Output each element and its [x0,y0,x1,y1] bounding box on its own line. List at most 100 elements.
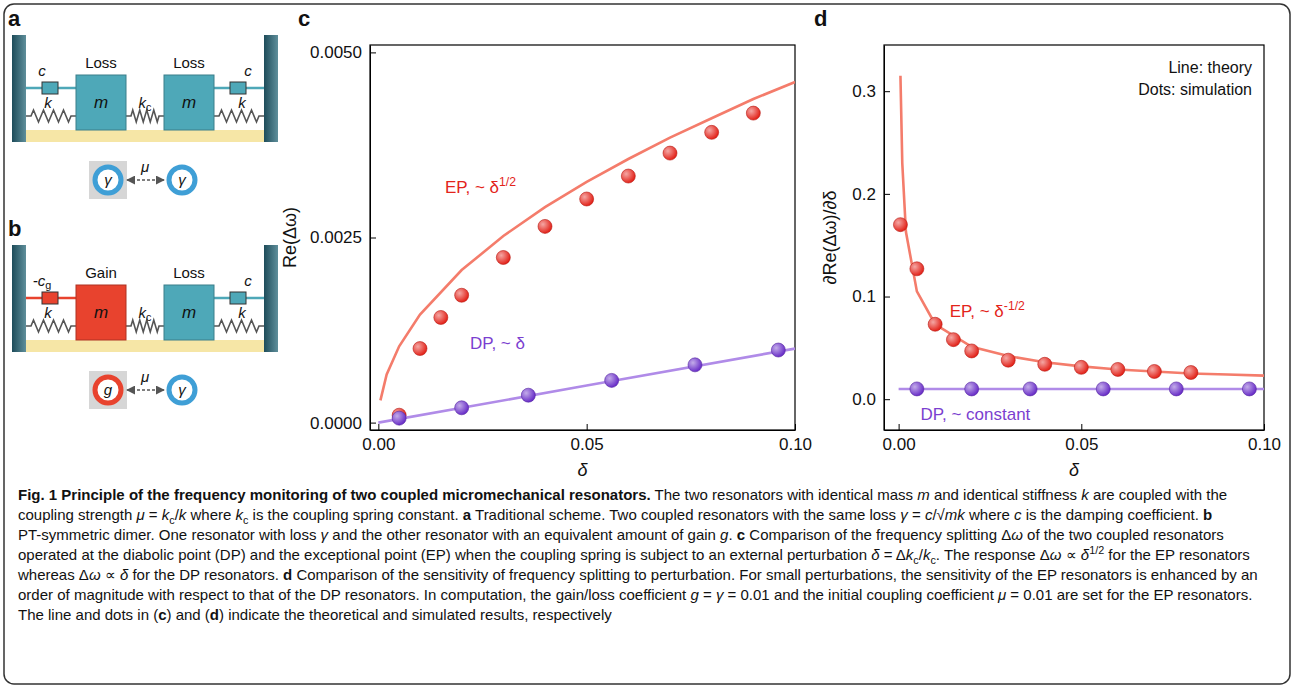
caption-text: to [630,566,647,583]
caption-text: computation, [436,586,526,603]
simulation-dot [705,125,719,139]
caption-line: order of magnitude with respect to that … [18,586,1252,603]
caption-text: 1/2 [1089,544,1104,556]
simulation-dot [663,146,677,160]
ring-background [89,161,127,199]
caption-text: two [1065,526,1093,543]
caption-text: identical [814,486,873,503]
caption-text: δ [116,566,129,583]
caption-text: respect [175,586,229,603]
floor [26,340,264,352]
simulation-dot [521,388,535,402]
curve-label: EP, ~ δ-1/2 [950,299,1025,321]
simulation-dot [413,342,427,356]
caption-text: loss [286,526,317,543]
caption-text: damping [1062,506,1124,523]
y-tick-label: 0.3 [852,82,876,101]
caption-text: of [377,566,395,583]
caption-text: (DP) [211,546,246,563]
caption-text: of [328,486,347,503]
caption-text: frequency [505,566,576,583]
ring-symbol: γ [104,171,113,188]
caption-text: of [125,486,144,503]
x-tick-mark [795,424,796,430]
simulation-dot [928,317,942,331]
caption-text: One [155,526,188,543]
caption-text: The [651,486,681,503]
caption-text: coupling [18,506,74,523]
mass [164,75,214,130]
caption-text: an [519,526,540,543]
caption-text: of [1023,526,1041,543]
caption-text: the [357,526,382,543]
simulation-dot [893,218,907,232]
caption-text: ( [149,606,158,623]
caption-text: = [908,506,921,523]
x-axis-title: δ [1069,460,1080,480]
damper-label: c [244,62,252,79]
simulation-dot [455,401,469,415]
caption-text: is [1132,566,1147,583]
caption-text: for [1104,546,1126,563]
caption-text: resonators [693,506,768,523]
resonator-ring [95,377,121,403]
simulation-dot [1038,357,1052,371]
caption-line: The line and dots in (c) and (d) indicat… [18,606,612,623]
y-tick-label: 0.0025 [310,228,362,247]
spring-label: k [44,94,53,111]
simulation-dot [1111,362,1125,376]
x-tick: 0.00 [362,424,395,454]
caption-text: dimer. [110,526,155,543]
caption-text: magnitude [70,586,144,603]
caption-text: response [970,546,1036,563]
caption-text: identical [959,486,1018,503]
caption-text: the [1037,506,1062,523]
panel-letter: d [814,6,827,31]
simulation-dot [746,106,760,120]
caption-text: where [186,506,231,523]
mass-label: m [182,303,196,322]
caption-text: and [246,546,275,563]
caption-text: and [930,486,959,503]
caption-text: mk [945,506,966,523]
caption-text: by [1217,566,1238,583]
caption-text: In [420,586,437,603]
caption-text: and [71,606,100,623]
caption-text: resonator [421,526,489,543]
caption-text: the [263,506,288,523]
simulation-dot [434,310,448,324]
spring-label: k [238,304,247,321]
caption-text: c [733,526,746,543]
figure: akkckccmLossmLossγγμbkkck-cgcmGainmLossg… [0,0,1294,688]
caption-text: Traditional [471,506,544,523]
caption-text: equivalent [540,526,613,543]
caption-text: exceptional [300,546,380,563]
y-tick-label: 0.0000 [310,414,362,433]
x-tick-mark [378,424,379,430]
caption-text: sensitivity [922,566,992,583]
caption-text: two [346,486,376,503]
caption-text: the [1124,586,1149,603]
caption-text: with [255,526,286,543]
spring [126,110,164,122]
x-axis-title: δ [577,460,588,480]
caption-text: monitoring [246,486,329,503]
caption-text: ∝ [101,566,116,583]
caption-text: coupled [376,486,438,503]
damper-label: c [38,62,46,79]
y-tick-mark [884,297,890,298]
caption-text: spring [576,546,621,563]
caption-text: DP [316,586,341,603]
caption-text: Δ [892,546,905,563]
mass-label: m [94,303,108,322]
caption-text: that [245,586,275,603]
simulation-dot [771,343,785,357]
diagram: kkck-cgcmGainmLossgγμ [12,245,278,409]
caption-text: Comparison [292,566,377,583]
caption-text: results, [476,606,529,623]
x-tick-label: 0.10 [779,435,812,454]
coupling-label: μ [140,158,149,175]
caption-text: coupling [288,506,348,523]
caption-text: and [770,586,799,603]
spring [214,320,264,332]
